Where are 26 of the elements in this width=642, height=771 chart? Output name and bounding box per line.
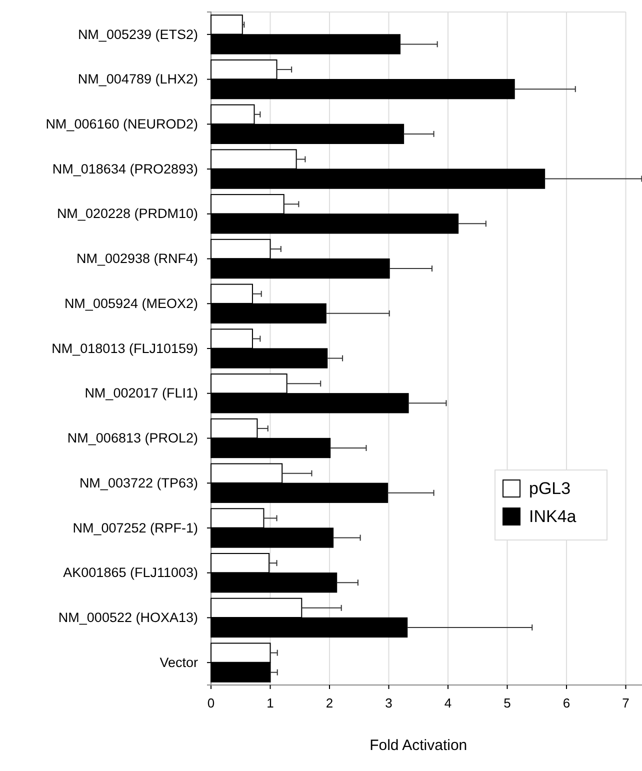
x-tick-label: 1 [266,696,274,711]
y-tick-label: NM_003722 (TP63) [79,475,198,490]
y-tick-label: NM_002017 (FLI1) [84,386,198,401]
x-tick-label: 5 [504,696,511,711]
x-tick-label: 0 [207,696,215,711]
y-tick-label: NM_018013 (FLJ10159) [52,340,198,356]
y-tick-label: AK001865 (FLJ11003) [63,565,198,580]
legend-label: pGL3 [529,479,571,498]
x-tick-label: 3 [385,696,392,711]
legend-label: INK4a [529,507,577,526]
x-tick-label: 7 [622,696,630,711]
x-tick-label: 4 [444,696,452,711]
y-tick-label: NM_002938 (RNF4) [76,251,198,266]
y-tick-label: NM_018634 (PRO2893) [52,161,198,176]
y-tick-label: NM_020228 (PRDM10) [56,206,198,222]
y-tick-label: NM_005239 (ETS2) [78,26,198,42]
x-axis-title: Fold Activation [370,737,468,754]
y-tick-label: NM_007252 (RPF-1) [72,520,198,536]
x-tick-label: 2 [326,696,334,711]
x-tick-label: 6 [562,696,570,711]
y-tick-label: NM_005924 (MEOX2) [64,296,198,311]
y-tick-label: NM_006160 (NEUROD2) [46,116,198,132]
y-tick-label: NM_004789 (LHX2) [78,72,198,87]
y-tick-label: Vector [160,654,198,670]
y-tick-label: NM_000522 (HOXA13) [58,610,198,626]
y-tick-label: NM_006813 (PROL2) [67,430,198,446]
